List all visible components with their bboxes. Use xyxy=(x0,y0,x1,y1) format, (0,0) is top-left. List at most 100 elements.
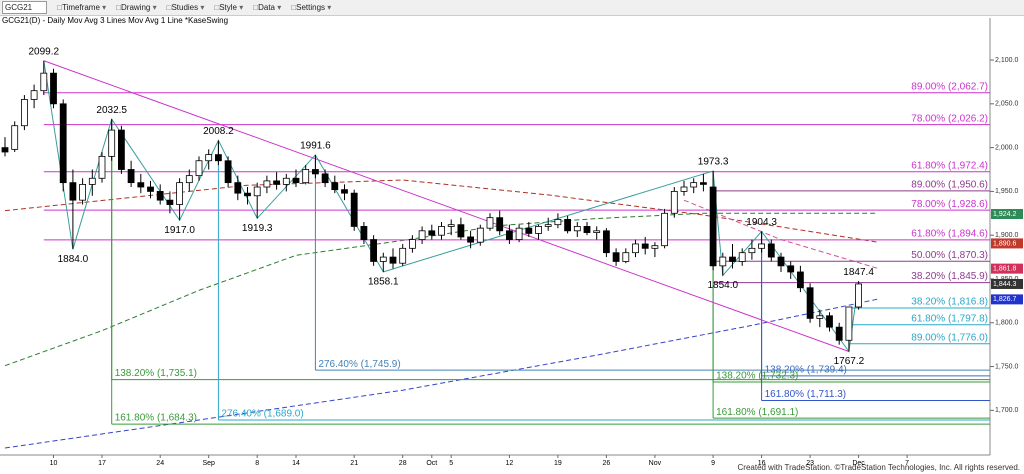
level-label: 78.00% (2,026.2) xyxy=(911,113,988,124)
price-tag-label: 1,861.8 xyxy=(993,265,1016,272)
y-tick-label: 1,950.0 xyxy=(995,188,1018,195)
candle-body xyxy=(476,227,484,243)
level-label: 38.20% (1,816.8) xyxy=(911,297,988,308)
candle-body xyxy=(11,125,19,150)
level-label: 61.80% (1,972.4) xyxy=(911,160,988,171)
candle-body xyxy=(748,247,756,254)
candle-body xyxy=(147,186,154,192)
candle-body xyxy=(767,243,775,258)
symbol-box[interactable]: GCG21 xyxy=(2,1,48,14)
price-tag-label: 1,844.3 xyxy=(993,281,1016,288)
candle-body xyxy=(797,271,804,289)
candle-body xyxy=(758,243,765,249)
candle-body xyxy=(321,173,329,184)
candle-body xyxy=(341,189,348,194)
candle-body xyxy=(826,315,833,328)
x-tick-label: 21 xyxy=(350,460,358,467)
x-tick-label: 8 xyxy=(255,460,259,467)
level-label: 61.80% (1,797.8) xyxy=(911,313,988,324)
level-label: 276.40% (1,689.0) xyxy=(221,409,303,420)
moving-average-line xyxy=(4,212,878,367)
moving-average-line xyxy=(4,179,879,243)
swing-label: 1904.3 xyxy=(746,217,777,228)
candle-body xyxy=(583,226,591,233)
menu-item[interactable]: Settings xyxy=(291,3,331,12)
candle-body xyxy=(680,186,688,192)
candle-body xyxy=(632,243,639,254)
swing-label: 2099.2 xyxy=(29,46,60,57)
swing-label: 1847.4 xyxy=(843,267,874,278)
menu-item[interactable]: Timeframe xyxy=(57,3,106,12)
menu-item[interactable]: Data xyxy=(253,3,281,12)
candle-body xyxy=(195,160,203,177)
level-label: 38.20% (1,845.9) xyxy=(911,271,988,282)
price-tag xyxy=(991,294,1023,305)
candle-body xyxy=(457,224,465,238)
menu-bar: Timeframe Drawing Studies Style Data Settings xyxy=(57,3,331,12)
candle-body xyxy=(593,230,601,233)
y-tick-label: 1,750.0 xyxy=(995,363,1018,370)
menu-item[interactable]: Drawing xyxy=(116,3,156,12)
moving-average-line xyxy=(4,298,879,449)
candle-body xyxy=(137,182,145,188)
candle-body xyxy=(515,227,523,240)
x-tick-label: 10 xyxy=(50,460,58,467)
candle-body xyxy=(224,160,232,184)
candle-body xyxy=(69,182,77,201)
candle-body xyxy=(816,315,824,319)
x-tick-label: 17 xyxy=(98,460,106,467)
candle-body xyxy=(253,186,261,197)
x-tick-label: 5 xyxy=(449,460,453,467)
candle-body xyxy=(331,182,339,191)
candle-body xyxy=(496,217,504,232)
candle-body xyxy=(79,183,86,201)
level-label: 138.20% (1,739.4) xyxy=(765,364,847,375)
candle-body xyxy=(302,169,310,184)
candle-body xyxy=(282,177,290,185)
swing-label: 1854.0 xyxy=(708,280,739,291)
price-tag xyxy=(991,278,1023,289)
candle-body xyxy=(30,90,38,100)
candle-body xyxy=(88,177,96,185)
candle-body xyxy=(118,129,125,170)
x-tick-label: 24 xyxy=(156,460,164,467)
candle-body xyxy=(292,177,300,184)
price-tag xyxy=(991,208,1023,219)
candle-body xyxy=(166,199,174,205)
candle-body xyxy=(40,72,48,92)
menu-item[interactable]: Style xyxy=(214,3,243,12)
candle-body xyxy=(59,103,67,184)
x-tick-label: 14 xyxy=(292,460,300,467)
candle-body xyxy=(50,72,57,105)
candle-body xyxy=(408,239,416,249)
trend-line xyxy=(43,60,850,352)
x-tick-label: 16 xyxy=(758,460,766,467)
x-tick-label: 12 xyxy=(506,460,514,467)
swing-label: 1767.2 xyxy=(834,356,865,367)
candle-body xyxy=(108,129,116,157)
candle-body xyxy=(612,252,620,262)
chart-legend: GCG21(D) - Daily Mov Avg 3 Lines Mov Avg… xyxy=(2,16,228,25)
menu-item[interactable]: Studies xyxy=(167,3,205,12)
price-tag-label: 1,924.2 xyxy=(993,211,1016,218)
candle-body xyxy=(661,212,668,247)
level-label: 161.80% (1,691.1) xyxy=(716,407,798,418)
level-label: 61.80% (1,894.6) xyxy=(911,229,988,240)
level-label: 161.80% (1,711.3) xyxy=(765,389,847,400)
toolbar: GCG21 Timeframe Drawing Studies Style Data Se… xyxy=(0,0,1024,16)
candle-body xyxy=(1,147,9,153)
candle-body xyxy=(311,169,319,175)
y-tick-label: 1,800.0 xyxy=(995,320,1018,327)
swing-label: 1991.6 xyxy=(300,141,331,152)
candle-body xyxy=(467,236,475,243)
swing-label: 1917.0 xyxy=(164,225,195,236)
x-tick-label: 28 xyxy=(399,460,407,467)
candle-body xyxy=(525,227,533,234)
candle-body xyxy=(690,182,698,188)
price-tag xyxy=(991,263,1023,274)
candle-body xyxy=(777,256,785,267)
y-tick-label: 2,100.0 xyxy=(995,57,1018,64)
candle-body xyxy=(176,182,184,205)
candle-body xyxy=(379,256,387,262)
